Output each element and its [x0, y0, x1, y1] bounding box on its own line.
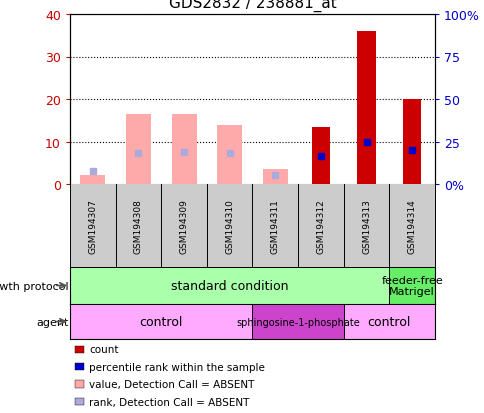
Text: growth protocol: growth protocol: [0, 281, 69, 291]
Text: control: control: [139, 315, 182, 328]
Text: GSM194312: GSM194312: [316, 199, 325, 253]
Text: sphingosine-1-phosphate: sphingosine-1-phosphate: [236, 317, 359, 327]
Text: control: control: [367, 315, 410, 328]
Bar: [262, 170, 287, 185]
Text: value, Detection Call = ABSENT: value, Detection Call = ABSENT: [89, 379, 254, 389]
Title: GDS2832 / 238881_at: GDS2832 / 238881_at: [168, 0, 336, 12]
Bar: [252, 304, 343, 339]
Bar: [357, 32, 375, 185]
Text: percentile rank within the sample: percentile rank within the sample: [89, 362, 265, 372]
Text: GSM194310: GSM194310: [225, 199, 234, 253]
Bar: [311, 127, 330, 185]
Bar: [70, 267, 389, 304]
Text: GSM194311: GSM194311: [270, 199, 279, 253]
Text: count: count: [89, 344, 119, 354]
Bar: [343, 304, 434, 339]
Text: GSM194313: GSM194313: [362, 199, 370, 253]
Bar: [171, 114, 196, 185]
Bar: [389, 267, 434, 304]
Text: feeder-free
Matrigel: feeder-free Matrigel: [380, 275, 442, 297]
Bar: [70, 304, 252, 339]
Text: standard condition: standard condition: [170, 279, 288, 292]
Text: GSM194308: GSM194308: [134, 199, 143, 253]
Text: GSM194307: GSM194307: [88, 199, 97, 253]
Bar: [217, 125, 242, 185]
Text: GSM194314: GSM194314: [407, 199, 416, 253]
Text: rank, Detection Call = ABSENT: rank, Detection Call = ABSENT: [89, 396, 249, 406]
Text: GSM194309: GSM194309: [179, 199, 188, 253]
Bar: [80, 175, 105, 185]
Text: agent: agent: [37, 317, 69, 327]
Bar: [402, 100, 421, 185]
Bar: [126, 114, 151, 185]
